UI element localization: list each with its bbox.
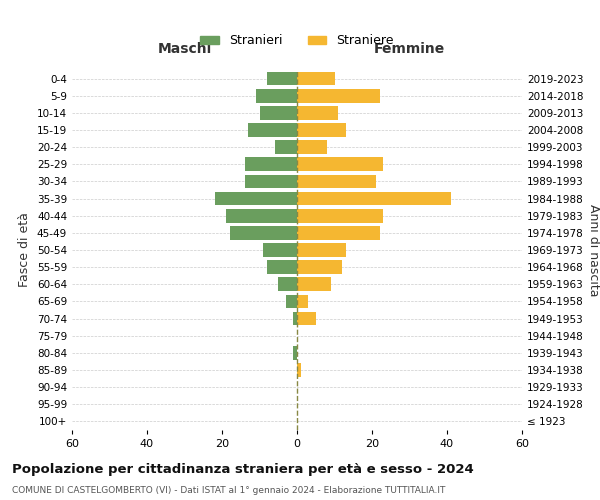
Bar bbox=[297, 72, 335, 86]
Bar bbox=[297, 243, 346, 257]
Y-axis label: Anni di nascita: Anni di nascita bbox=[587, 204, 600, 296]
Bar bbox=[278, 278, 297, 291]
Bar bbox=[297, 226, 380, 239]
Bar bbox=[226, 209, 297, 222]
Bar bbox=[263, 243, 297, 257]
Bar bbox=[215, 192, 297, 205]
Text: COMUNE DI CASTELGOMBERTO (VI) - Dati ISTAT al 1° gennaio 2024 - Elaborazione TUT: COMUNE DI CASTELGOMBERTO (VI) - Dati IST… bbox=[12, 486, 445, 495]
Bar bbox=[297, 278, 331, 291]
Bar bbox=[256, 89, 297, 102]
Bar bbox=[297, 294, 308, 308]
Bar bbox=[297, 192, 451, 205]
Bar bbox=[297, 158, 383, 171]
Bar bbox=[245, 174, 297, 188]
Bar bbox=[275, 140, 297, 154]
Bar bbox=[267, 260, 297, 274]
Bar bbox=[245, 158, 297, 171]
Bar bbox=[297, 174, 376, 188]
Bar bbox=[267, 72, 297, 86]
Bar bbox=[229, 226, 297, 239]
Bar bbox=[293, 346, 297, 360]
Text: Femmine: Femmine bbox=[374, 42, 445, 56]
Bar bbox=[297, 123, 346, 137]
Bar bbox=[248, 123, 297, 137]
Bar bbox=[297, 363, 301, 377]
Bar bbox=[297, 106, 338, 120]
Bar bbox=[297, 312, 316, 326]
Bar bbox=[297, 260, 342, 274]
Bar bbox=[293, 312, 297, 326]
Y-axis label: Fasce di età: Fasce di età bbox=[19, 212, 31, 288]
Bar bbox=[297, 209, 383, 222]
Text: Popolazione per cittadinanza straniera per età e sesso - 2024: Popolazione per cittadinanza straniera p… bbox=[12, 462, 474, 475]
Legend: Stranieri, Straniere: Stranieri, Straniere bbox=[195, 30, 399, 52]
Bar bbox=[297, 140, 327, 154]
Bar bbox=[297, 89, 380, 102]
Text: Maschi: Maschi bbox=[157, 42, 212, 56]
Bar bbox=[260, 106, 297, 120]
Bar bbox=[286, 294, 297, 308]
